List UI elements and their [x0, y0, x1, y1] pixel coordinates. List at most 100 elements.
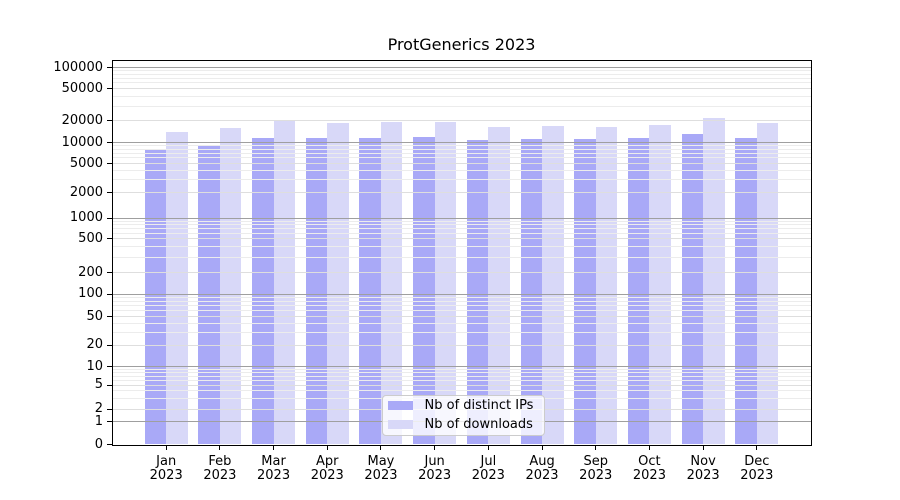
gridline-60000 [112, 82, 811, 84]
chart-title: ProtGenerics 2023 [387, 35, 536, 54]
bar-feb-downloads [219, 127, 242, 445]
gridline-2000 [112, 192, 811, 193]
y-tick-50000 [107, 88, 112, 89]
bar-apr-distinct-ips [305, 137, 328, 445]
x-tick-sep [595, 445, 597, 450]
legend: Nb of distinct IPs Nb of downloads [381, 394, 545, 436]
legend-entry-downloads: Nb of downloads [387, 415, 544, 434]
y-tick-label-100: 100 [78, 286, 103, 301]
gridline-50000 [112, 88, 811, 89]
x-tick-aug [541, 445, 543, 450]
bar-mar-distinct-ips [252, 138, 274, 445]
y-tick-5 [107, 384, 112, 386]
x-tick-label-mar: Mar 2023 [244, 455, 304, 482]
gridline-40000 [112, 95, 811, 97]
gridline-400 [112, 246, 811, 248]
x-tick-label-aug: Aug 2023 [512, 455, 572, 482]
y-tick-label-2000: 2000 [69, 184, 103, 200]
x-tick-month: Oct [638, 454, 661, 469]
gridline-70000 [112, 77, 811, 79]
y-tick-10 [107, 366, 112, 367]
x-tick-month: Jul [480, 454, 497, 469]
y-tick-50 [107, 316, 112, 317]
x-tick-label-apr: Apr 2023 [297, 455, 357, 482]
gridline-20000 [112, 120, 811, 122]
y-tick-label-500: 500 [78, 230, 103, 246]
gridline-200 [112, 272, 811, 273]
x-tick-year: 2023 [632, 467, 666, 483]
gridline-700 [112, 228, 811, 230]
plot-area [111, 59, 812, 446]
y-tick-0 [107, 444, 112, 445]
y-tick-100000 [107, 67, 112, 68]
x-tick-month: Jan [156, 454, 177, 469]
bar-may-distinct-ips [359, 138, 381, 445]
gridline-60 [112, 310, 811, 312]
bar-nov-downloads [703, 118, 725, 445]
x-tick-month: Dec [744, 454, 770, 469]
bar-jan-distinct-ips [144, 148, 167, 445]
y-tick-2000 [107, 192, 112, 193]
gridline-9000 [112, 145, 811, 147]
x-tick-label-oct: Oct 2023 [619, 455, 679, 482]
x-tick-year: 2023 [525, 467, 559, 483]
gridline-100 [112, 293, 811, 295]
x-tick-label-jul: Jul 2023 [458, 455, 518, 482]
gridline-7 [112, 375, 811, 377]
y-tick-1 [107, 421, 112, 422]
gridline-10000 [112, 142, 811, 143]
y-tick-500 [107, 238, 112, 239]
y-tick-label-2: 2 [94, 401, 103, 416]
x-tick-dec [756, 445, 758, 450]
x-tick-month: Sep [583, 454, 608, 469]
gridline-9 [112, 368, 811, 370]
x-tick-month: Mar [261, 454, 286, 469]
x-tick-year: 2023 [686, 467, 720, 483]
x-tick-year: 2023 [364, 467, 398, 483]
y-tick-5000 [107, 163, 112, 164]
gridline-80000 [112, 73, 811, 75]
gridlines-layer [112, 61, 811, 445]
x-tick-jun [434, 445, 436, 450]
x-tick-month: Nov [690, 454, 716, 469]
x-tick-year: 2023 [310, 467, 344, 483]
y-tick-label-20: 20 [86, 337, 103, 352]
gridline-300 [112, 256, 811, 258]
gridline-900 [112, 220, 811, 222]
gridline-80 [112, 300, 811, 302]
bar-oct-downloads [649, 125, 671, 445]
x-tick-year: 2023 [203, 467, 237, 483]
x-tick-month: May [367, 454, 395, 469]
bar-jun-distinct-ips [413, 136, 435, 445]
legend-entry-distinct-ips: Nb of distinct IPs [387, 397, 544, 416]
gridline-6 [112, 379, 811, 381]
gridline-70 [112, 305, 811, 307]
bar-jun-downloads [434, 122, 457, 445]
x-tick-year: 2023 [149, 467, 183, 483]
x-tick-year: 2023 [257, 467, 291, 483]
bar-dec-distinct-ips [735, 138, 757, 445]
gridline-4 [112, 390, 811, 392]
x-tick-label-jan: Jan 2023 [136, 455, 196, 482]
gridline-500 [112, 238, 811, 239]
x-tick-month: Aug [529, 454, 555, 469]
x-tick-oct [648, 445, 650, 450]
legend-label: Nb of distinct IPs [424, 398, 534, 414]
x-tick-jan [165, 445, 167, 450]
gridline-90 [112, 296, 811, 298]
gridline-20 [112, 344, 811, 346]
gridline-90000 [112, 70, 811, 72]
x-tick-nov [702, 445, 704, 450]
x-tick-label-feb: Feb 2023 [190, 455, 250, 482]
y-tick-100 [107, 293, 112, 295]
gridline-800 [112, 224, 811, 226]
x-tick-year: 2023 [471, 467, 505, 483]
y-tick-label-1: 1 [94, 413, 103, 429]
y-tick-label-50: 50 [86, 308, 103, 324]
x-tick-may [380, 445, 382, 450]
gridline-8000 [112, 148, 811, 150]
x-tick-feb [219, 445, 221, 450]
bar-apr-downloads [327, 123, 349, 445]
gridline-30 [112, 331, 811, 333]
